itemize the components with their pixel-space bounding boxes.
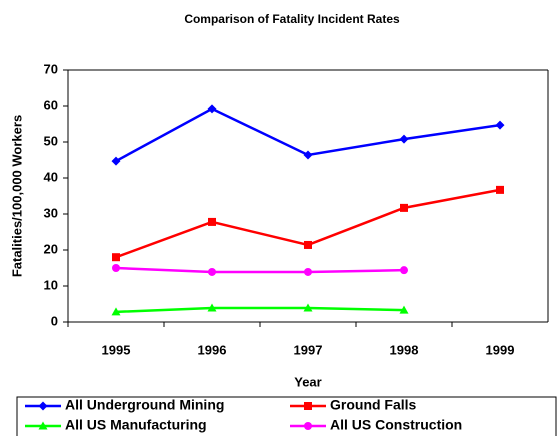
x-tick-label: 1995 [102,342,131,357]
marker [400,266,408,275]
marker [304,267,312,276]
marker [207,104,217,114]
legend-label: Ground Falls [330,397,417,413]
marker [207,303,217,312]
marker [111,156,121,166]
y-tick-label: 10 [44,277,58,292]
marker [400,203,408,212]
marker [38,421,48,430]
x-tick-label: 1999 [486,342,515,357]
legend-label: All US Construction [330,417,462,433]
y-tick-label: 30 [44,205,58,220]
x-tick-label: 1996 [198,342,227,357]
series-line [115,306,405,314]
marker [495,120,505,130]
marker [111,307,121,316]
x-axis-label: Year [294,374,321,389]
y-tick-label: 60 [44,97,58,112]
legend-label: All Underground Mining [65,397,224,413]
y-tick-label: 40 [44,169,58,184]
legend-box [16,396,557,436]
marker [304,402,312,410]
chart-title: Comparison of Fatality Incident Rates [184,12,400,26]
marker [304,240,312,249]
y-tick-label: 20 [44,241,58,256]
x-tick-label: 1997 [294,342,323,357]
marker [303,303,313,312]
y-tick-label: 70 [44,61,58,76]
marker [208,217,216,226]
marker [399,305,409,314]
y-tick-label: 50 [44,133,58,148]
y-tick-label: 0 [51,313,58,328]
marker [496,185,504,194]
series-line [115,266,405,274]
x-tick-label: 1998 [390,342,419,357]
marker [38,401,48,411]
marker [303,150,313,160]
marker [304,422,312,430]
y-axis-label: Fatalities/100,000 Workers [9,115,24,277]
marker [208,267,216,276]
marker [399,134,409,144]
legend-label: All US Manufacturing [65,417,207,433]
marker [112,253,120,262]
marker [112,264,120,272]
